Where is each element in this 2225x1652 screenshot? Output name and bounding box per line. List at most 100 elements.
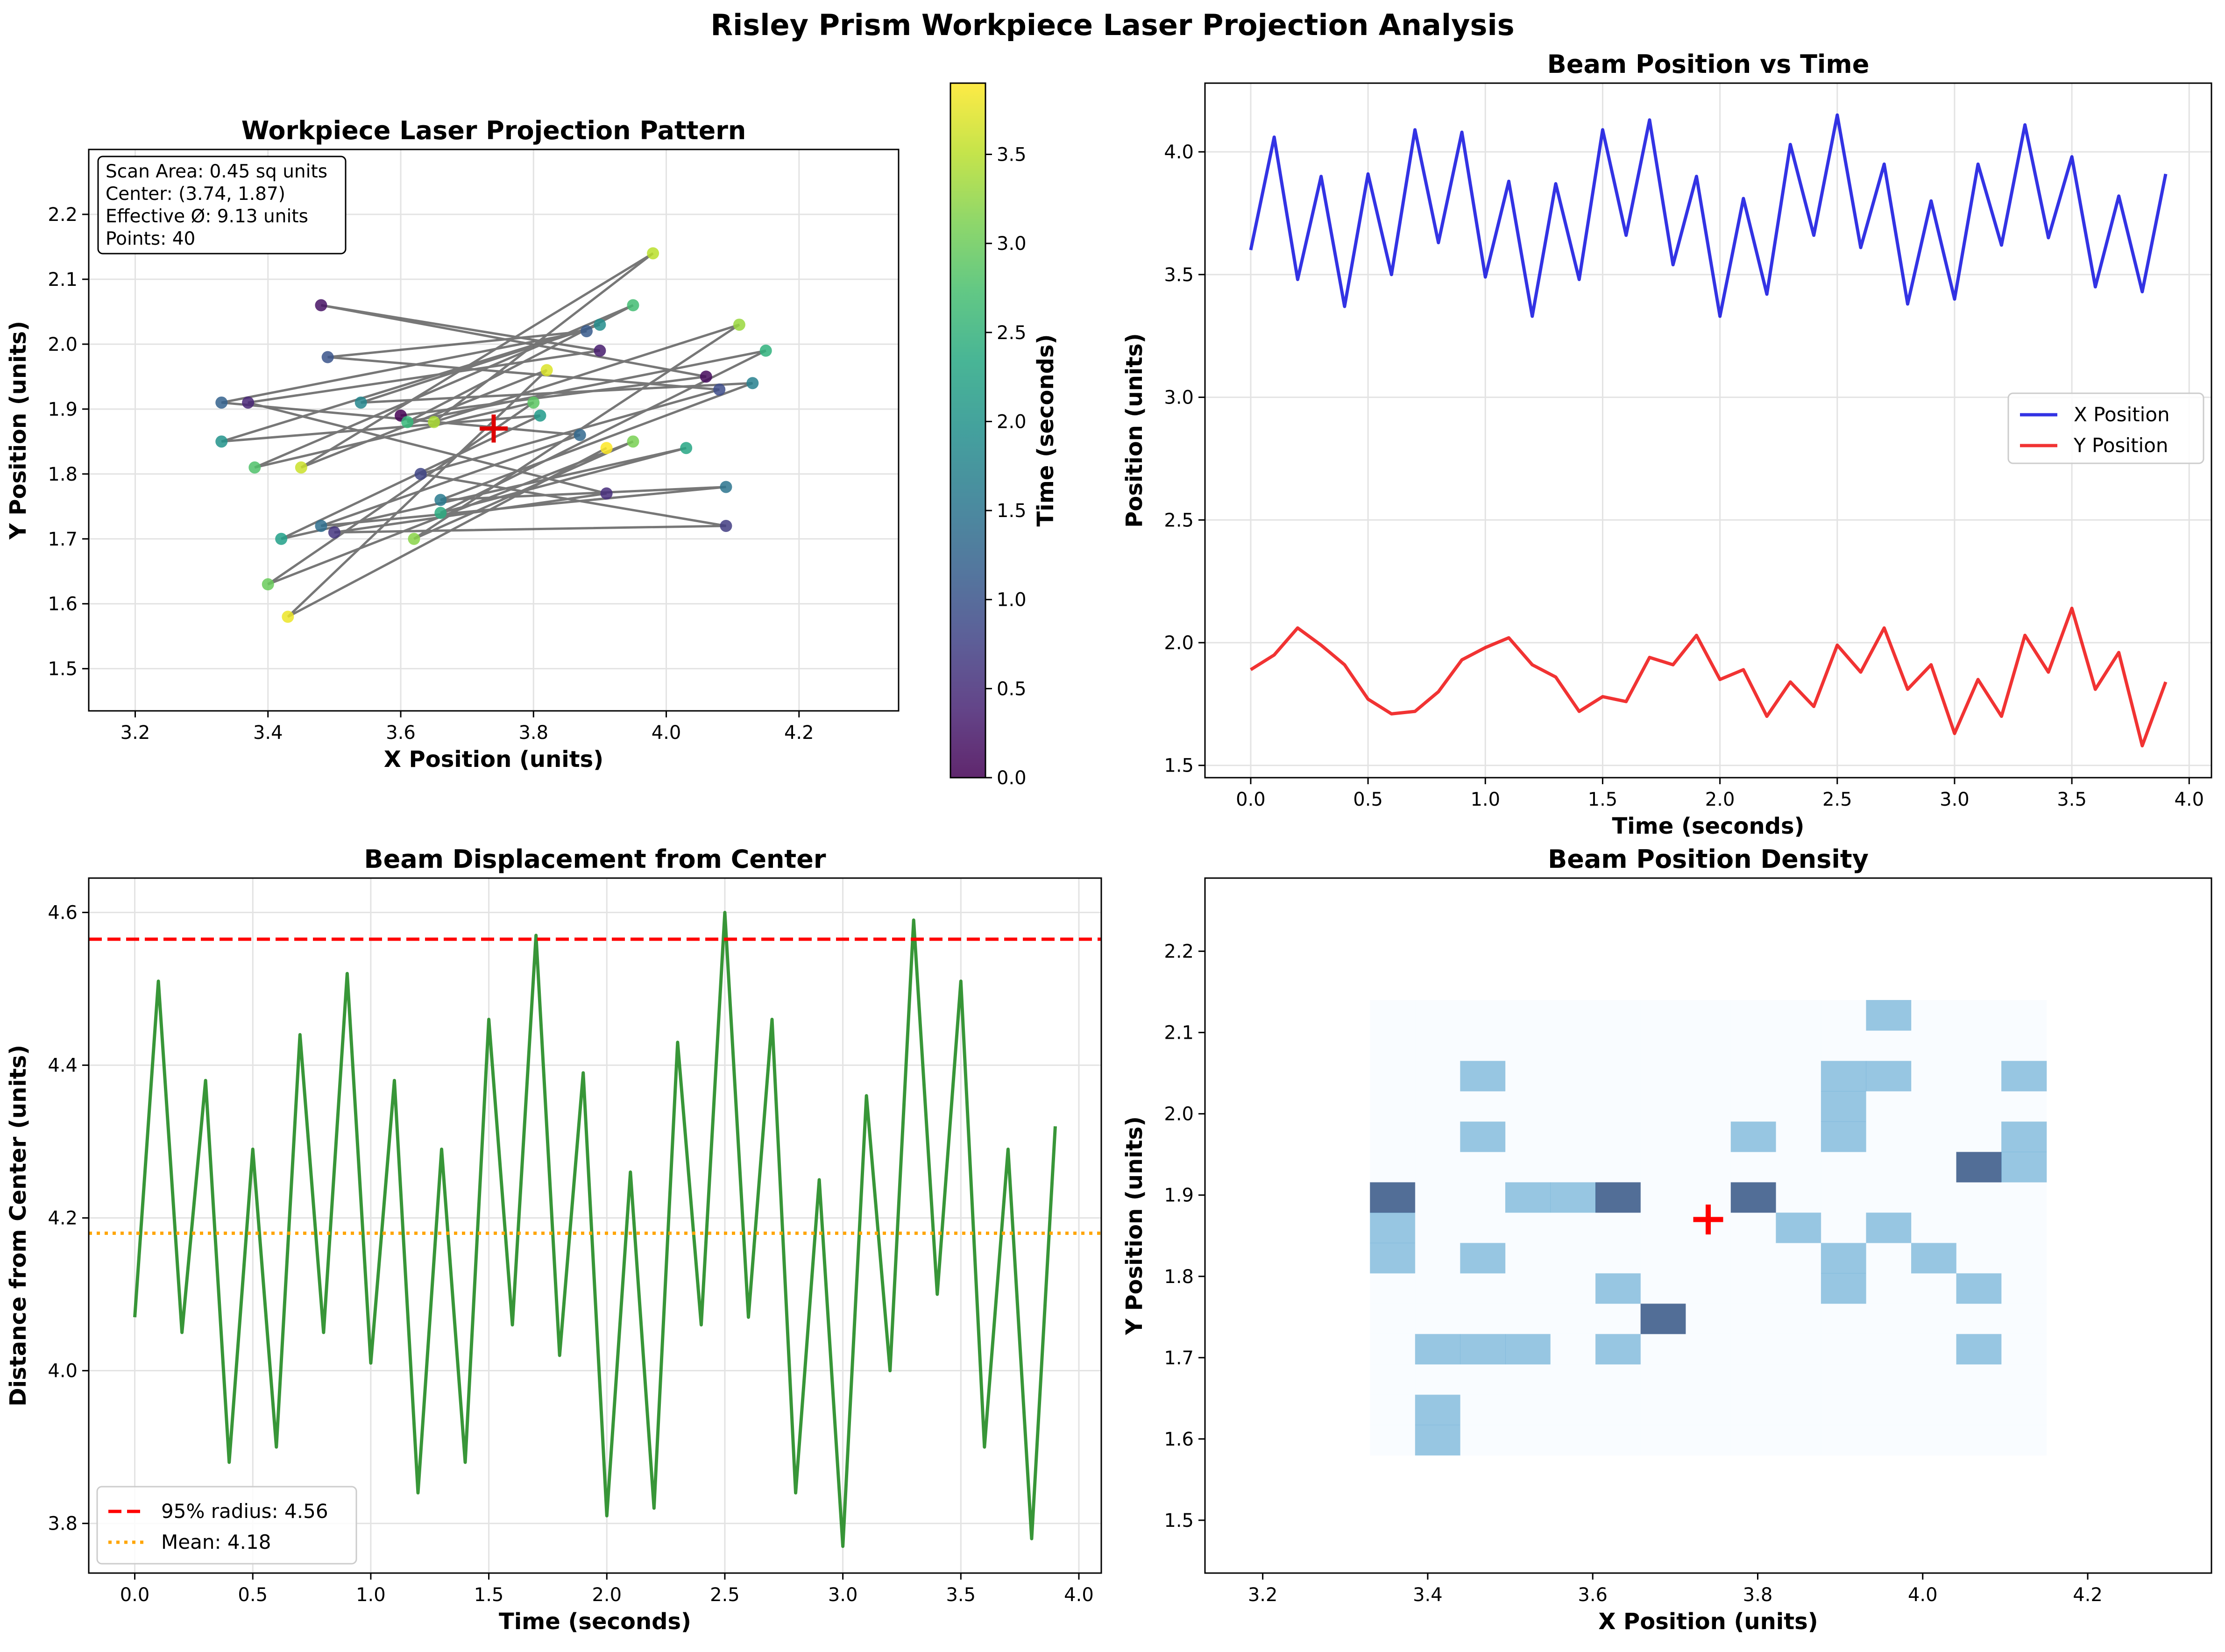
y-tick-label: 4.4 xyxy=(48,1055,78,1077)
x-axis-label: Time (seconds) xyxy=(499,1609,691,1635)
x-tick-label: 0.5 xyxy=(1353,789,1383,810)
y-tick-label: 3.0 xyxy=(1164,387,1194,409)
density-cell xyxy=(1415,1091,1461,1122)
density-cell xyxy=(1550,1121,1596,1152)
density-cell xyxy=(1730,1425,1776,1456)
x-axis-label: X Position (units) xyxy=(384,746,603,773)
density-cell xyxy=(1866,1212,1912,1243)
density-cell xyxy=(1911,1303,1957,1334)
density-cell xyxy=(2001,1394,2047,1425)
density-cell xyxy=(1640,1242,1686,1274)
density-cell xyxy=(1821,1091,1867,1122)
scan-point xyxy=(759,344,772,357)
density-cell xyxy=(1550,1394,1596,1425)
axes-border xyxy=(88,149,900,712)
series-line-x xyxy=(1249,113,2168,318)
density-cell xyxy=(1911,1121,1957,1152)
x-tick-label: 0.5 xyxy=(238,1584,268,1606)
density-cell xyxy=(1595,1060,1641,1092)
density-cell xyxy=(1370,1060,1416,1092)
density-cell xyxy=(1686,1394,1731,1425)
center-marker xyxy=(480,414,508,443)
density-cell xyxy=(1866,1030,1912,1061)
density-cell xyxy=(1776,1394,1821,1425)
density-cell xyxy=(1730,1060,1776,1092)
density-cell xyxy=(1415,1182,1461,1213)
density-cell xyxy=(1370,1333,1416,1365)
y-tick-label: 3.5 xyxy=(1164,264,1194,286)
density-cell xyxy=(1686,1060,1731,1092)
y-tick-label: 1.8 xyxy=(1164,1266,1194,1288)
scan-point xyxy=(401,416,414,428)
density-cell xyxy=(1550,1364,1596,1395)
density-cell xyxy=(1730,1000,1776,1031)
density-cell xyxy=(1911,1151,1957,1183)
density-cell xyxy=(1956,1121,2002,1152)
density-cell xyxy=(1730,1151,1776,1183)
scan-point xyxy=(434,494,447,506)
scan-point xyxy=(713,383,726,396)
density-cell xyxy=(1640,1425,1686,1456)
density-cell xyxy=(1505,1060,1551,1092)
density-cell xyxy=(1460,1242,1506,1274)
density-cell xyxy=(1866,1425,1912,1456)
scan-point xyxy=(746,377,759,390)
x-tick-label: 4.2 xyxy=(784,722,814,744)
density-cell xyxy=(1370,1394,1416,1425)
density-cell xyxy=(1821,1303,1867,1334)
x-tick-label: 0.0 xyxy=(120,1584,150,1606)
scan-point xyxy=(733,319,745,331)
density-cell xyxy=(1776,1425,1821,1456)
density-cell xyxy=(1776,1030,1821,1061)
x-tick-label: 4.0 xyxy=(652,722,681,744)
y-tick-label: 1.6 xyxy=(48,594,78,615)
density-cell xyxy=(2001,1242,2047,1274)
density-cell xyxy=(1821,1273,1867,1304)
scan-point xyxy=(242,396,255,409)
density-cell xyxy=(1956,1212,2002,1243)
density-cell xyxy=(1415,1242,1461,1274)
x-tick-label: 2.0 xyxy=(1705,789,1735,810)
density-cell xyxy=(1415,1303,1461,1334)
scan-point xyxy=(600,442,613,454)
y-tick-label: 2.5 xyxy=(1164,510,1194,531)
x-tick-label: 1.0 xyxy=(356,1584,386,1606)
density-cell xyxy=(1956,1364,2002,1395)
density-cell xyxy=(1911,1000,1957,1031)
density-cell xyxy=(1505,1425,1551,1456)
density-cell xyxy=(1505,1242,1551,1274)
density-cell xyxy=(1911,1364,1957,1395)
density-cell xyxy=(1415,1000,1461,1031)
density-cell xyxy=(1415,1121,1461,1152)
info-box-line: Center: (3.74, 1.87) xyxy=(106,184,285,205)
x-tick-label: 0.0 xyxy=(1236,789,1266,810)
density-cell xyxy=(1956,1182,2002,1213)
density-cell xyxy=(1460,1060,1506,1092)
density-cell xyxy=(1415,1151,1461,1183)
scan-point xyxy=(540,364,553,376)
density-cell xyxy=(1776,1333,1821,1365)
density-cell xyxy=(1640,1212,1686,1243)
x-tick-label: 3.0 xyxy=(1940,789,1970,810)
scan-point xyxy=(647,247,659,260)
scan-point xyxy=(408,532,420,545)
density-cell xyxy=(1595,1000,1641,1031)
density-cell xyxy=(1640,1091,1686,1122)
scan-point xyxy=(354,396,367,409)
density-cell xyxy=(1640,1303,1686,1334)
density-cell xyxy=(1730,1182,1776,1213)
density-cell xyxy=(1415,1425,1461,1456)
density-cell xyxy=(1505,1121,1551,1152)
legend-frame xyxy=(96,1486,357,1565)
x-tick-label: 3.8 xyxy=(1743,1584,1773,1606)
density-cell xyxy=(1776,1273,1821,1304)
density-cell xyxy=(1550,1030,1596,1061)
x-tick-label: 1.5 xyxy=(474,1584,504,1606)
scan-point xyxy=(534,409,546,422)
density-cell xyxy=(1460,1333,1506,1365)
density-cell xyxy=(2001,1091,2047,1122)
axes-border xyxy=(1204,877,2212,1574)
scan-point xyxy=(594,319,606,331)
density-cell xyxy=(1776,1000,1821,1031)
axes-border xyxy=(88,877,1102,1574)
